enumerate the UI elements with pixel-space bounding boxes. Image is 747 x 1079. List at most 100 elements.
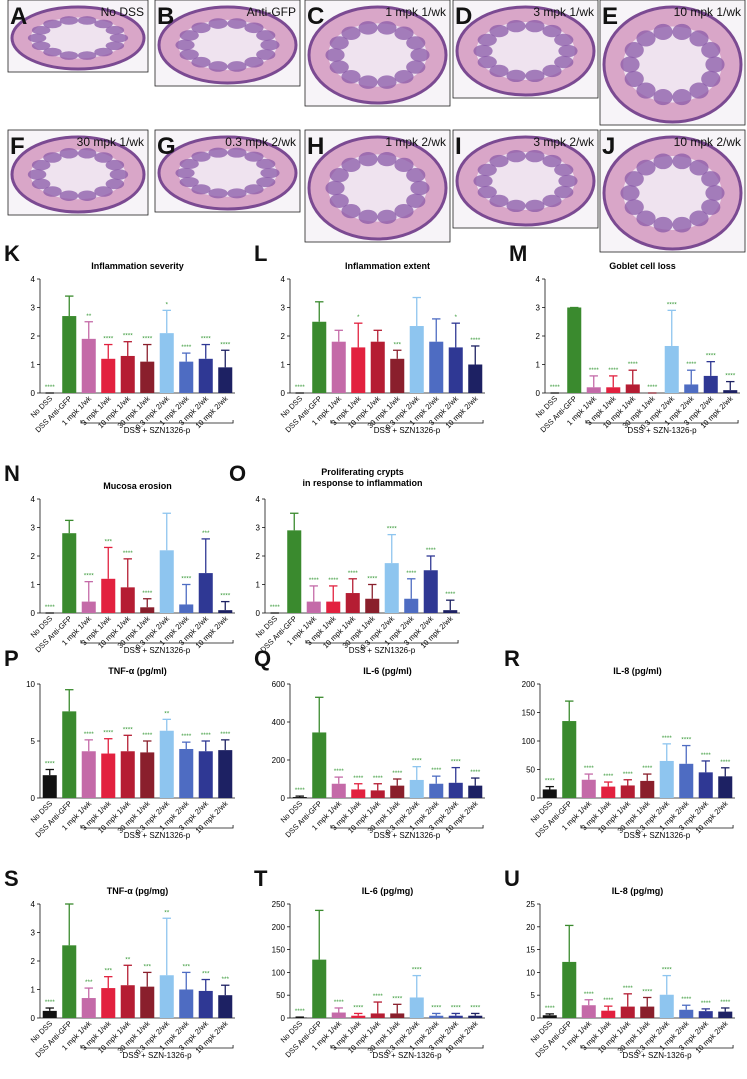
image-letter: J: [602, 133, 615, 160]
significance: ****: [584, 991, 595, 998]
significance: ****: [545, 778, 556, 785]
bar: [82, 339, 96, 393]
bar: [390, 1013, 404, 1018]
bar: [293, 797, 307, 798]
bar: [140, 752, 154, 798]
bar: [679, 1010, 693, 1018]
image-letter: D: [455, 3, 472, 30]
significance: ****: [142, 732, 153, 739]
crypt: [358, 152, 377, 166]
crypt: [325, 48, 344, 61]
crypt: [542, 65, 561, 77]
group-label: DSS + SZN1326-p: [374, 426, 441, 435]
y-tick-label: 4: [281, 275, 286, 284]
image-label: 30 mpk 1/wk: [77, 135, 145, 149]
bar: [371, 342, 385, 393]
y-tick-label: 0: [281, 794, 286, 803]
significance: ****: [270, 604, 281, 611]
crypt: [701, 171, 720, 187]
crypt: [78, 148, 96, 159]
significance: ****: [123, 550, 134, 557]
bar: [307, 602, 321, 613]
significance: ****: [545, 1005, 556, 1012]
bar: [718, 1012, 732, 1018]
y-tick-label: 5: [31, 737, 36, 746]
crypt: [506, 20, 525, 32]
y-tick-label: 1: [31, 361, 36, 370]
bar: [179, 362, 193, 393]
significance: ***: [202, 530, 210, 537]
y-tick-label: 4: [31, 495, 36, 504]
bar: [121, 985, 135, 1018]
significance: ****: [470, 1004, 481, 1011]
crypt: [110, 169, 128, 180]
bar: [429, 1016, 443, 1018]
significance: ****: [426, 547, 437, 554]
crypt: [506, 70, 525, 82]
image-label: 1 mpk 1/wk: [385, 5, 447, 19]
bar: [449, 1016, 463, 1018]
bar: [82, 998, 96, 1018]
bar: [199, 573, 213, 613]
y-tick-label: 0: [531, 794, 536, 803]
crypt: [525, 200, 544, 212]
bar: [371, 1013, 385, 1018]
crypt: [672, 217, 691, 233]
bar: [449, 347, 463, 393]
crypt: [506, 150, 525, 162]
crypt: [620, 56, 639, 72]
crypt: [377, 152, 396, 166]
significance: ****: [45, 999, 56, 1006]
significance: *: [165, 301, 168, 308]
significance: ****: [45, 384, 56, 391]
image-letter: F: [10, 133, 25, 160]
bar: [326, 602, 340, 613]
bar: [699, 772, 713, 798]
crypt: [28, 34, 46, 43]
significance: ****: [45, 604, 56, 611]
significance: ****: [470, 337, 481, 344]
bar: [640, 1007, 654, 1018]
image-label: 10 mpk 1/wk: [674, 5, 742, 19]
y-tick-label: 2: [31, 957, 36, 966]
y-tick-label: 4: [31, 900, 36, 909]
bar: [543, 1015, 557, 1018]
crypt: [341, 158, 360, 172]
crypt: [478, 186, 497, 198]
y-tick-label: 5: [531, 991, 536, 1000]
bar: [582, 780, 596, 798]
crypt: [689, 211, 708, 227]
significance: ****: [720, 999, 731, 1006]
bar: [660, 995, 674, 1018]
y-tick-label: 2: [536, 332, 541, 341]
crypt: [525, 20, 544, 32]
y-tick-label: 20: [526, 923, 535, 932]
bar: [82, 751, 96, 798]
significance: ****: [181, 576, 192, 583]
significance: ****: [706, 353, 717, 360]
crypt: [78, 51, 96, 60]
significance: ****: [84, 731, 95, 738]
bar: [567, 308, 581, 394]
y-tick-label: 0: [31, 609, 36, 618]
crypt: [106, 26, 124, 35]
crypt: [227, 148, 246, 158]
bar: [312, 960, 326, 1018]
image-letter: G: [157, 133, 176, 160]
bar: [160, 550, 174, 613]
chart-title: IL-6 (pg/mg): [362, 886, 414, 896]
bar: [121, 356, 135, 393]
significance: ****: [334, 768, 345, 775]
y-tick-label: 600: [272, 680, 286, 689]
crypt: [410, 48, 429, 61]
image-letter: I: [455, 133, 462, 160]
significance: ****: [406, 570, 417, 577]
significance: ****: [451, 1004, 462, 1011]
significance: ****: [84, 573, 95, 580]
